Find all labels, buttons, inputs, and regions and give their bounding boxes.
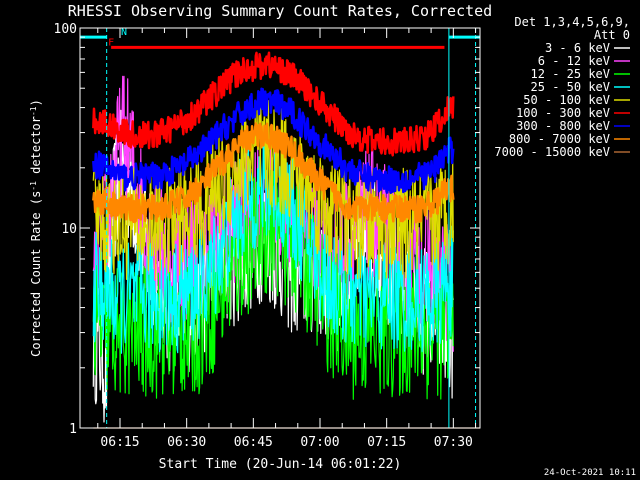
series-line-3 [92,134,454,354]
series-line-5 [92,51,455,157]
y-axis-label-sup1: -1 [29,181,38,191]
y-axis-label-end: ) [29,99,43,106]
footer-timestamp: 24-Oct-2021 10:11 [544,468,636,478]
x-tick-label-2: 06:45 [234,435,273,450]
axes-layer: 1 10 100 06:15 06:30 06:45 07:00 07:15 07:30 [54,22,481,450]
legend-label-8: 7000 - 15000 keV [494,145,610,159]
legend-header-line1: Det 1,3,4,5,6,9, [514,15,630,29]
chart-title: RHESSI Observing Summary Count Rates, Co… [68,2,492,20]
y-axis-label: Corrected Count Rate (s-1 detector-1) [29,99,44,357]
series-layer [92,51,480,429]
y-tick-label-2: 100 [54,22,77,37]
x-tick-label-4: 07:15 [367,435,406,450]
series-line-6 [92,87,455,195]
legend-label-7: 800 - 7000 keV [509,132,610,146]
series-line-2 [92,165,454,400]
annotation-layer: FN [80,27,480,428]
legend-label-2: 12 - 25 keV [531,67,610,81]
legend-label-4: 50 - 100 keV [523,93,610,107]
annotation-label-0: F [108,37,114,48]
annotation-label-1: N [121,27,127,38]
x-axis-label: Start Time (20-Jun-14 06:01:22) [159,457,402,472]
series-line-4 [92,99,454,280]
legend-header-line2: Att 0 [594,28,630,42]
y-axis-label-mid: detector [29,116,43,181]
x-tick-label-3: 07:00 [300,435,339,450]
legend-label-1: 6 - 12 keV [538,54,610,68]
legend-label-5: 100 - 300 keV [516,106,610,120]
y-tick-label-0: 1 [69,422,77,437]
legend-label-6: 300 - 800 keV [516,119,610,133]
x-tick-label-5: 07:30 [434,435,473,450]
y-axis-label-main: Corrected Count Rate (s [29,191,43,357]
y-axis-label-sup2: -1 [29,106,38,116]
legend-label-3: 25 - 50 keV [531,80,610,94]
legend-label-0: 3 - 6 keV [545,41,610,55]
series-line-7 [92,122,455,224]
x-tick-label-1: 06:30 [167,435,206,450]
y-tick-label-1: 10 [61,222,77,237]
x-tick-label-0: 06:15 [100,435,139,450]
